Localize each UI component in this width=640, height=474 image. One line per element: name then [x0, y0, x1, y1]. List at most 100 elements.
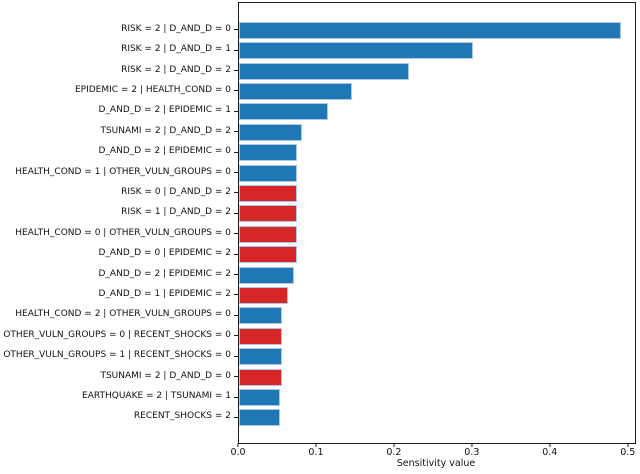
y-tick-label: HEALTH_COND = 2 | OTHER_VULN_GROUPS = 0: [15, 309, 231, 320]
x-tick-mark: [393, 443, 395, 447]
y-tick-label: RISK = 1 | D_AND_D = 2: [121, 207, 231, 218]
bar-row: [239, 20, 635, 40]
bar-row: [239, 306, 635, 326]
y-tick-label: TSUNAMI = 2 | D_AND_D = 0: [100, 370, 231, 381]
bar-row: [239, 163, 635, 183]
x-tick: 0.5: [620, 443, 635, 458]
y-tick-row: D_AND_D = 2 | EPIDEMIC = 0: [0, 141, 238, 161]
bar: [239, 348, 282, 366]
x-tick-mark: [549, 443, 551, 447]
bar-row: [239, 326, 635, 346]
y-tick-mark: [234, 192, 238, 194]
x-tick: 0.4: [542, 443, 557, 458]
y-tick-row: D_AND_D = 2 | EPIDEMIC = 2: [0, 264, 238, 284]
bar-row: [239, 204, 635, 224]
y-tick-row: OTHER_VULN_GROUPS = 0 | RECENT_SHOCKS = …: [0, 325, 238, 345]
y-tick-row: RISK = 1 | D_AND_D = 2: [0, 203, 238, 223]
bar: [239, 21, 621, 39]
x-tick: 0.0: [230, 443, 246, 458]
y-tick-row: D_AND_D = 0 | EPIDEMIC = 2: [0, 243, 238, 263]
x-tick-mark: [627, 443, 629, 447]
bar: [239, 62, 409, 80]
y-tick-row: RISK = 2 | D_AND_D = 2: [0, 60, 238, 80]
x-axis-ticks: 0.0 0.1 0.2 0.3 0.4 0.5: [230, 443, 635, 461]
y-tick-row: TSUNAMI = 2 | D_AND_D = 0: [0, 366, 238, 386]
y-tick-row: HEALTH_COND = 2 | OTHER_VULN_GROUPS = 0: [0, 305, 238, 325]
y-tick-label: EPIDEMIC = 2 | HEALTH_COND = 0: [74, 84, 231, 95]
y-tick-row: RECENT_SHOCKS = 2: [0, 407, 238, 427]
y-tick-row: EPIDEMIC = 2 | HEALTH_COND = 0: [0, 80, 238, 100]
y-tick-row: EARTHQUAKE = 2 | TSUNAMI = 1: [0, 386, 238, 406]
y-tick-label: D_AND_D = 2 | EPIDEMIC = 2: [98, 268, 232, 279]
y-tick-mark: [234, 314, 238, 316]
bar: [239, 164, 298, 182]
y-tick-label: D_AND_D = 2 | EPIDEMIC = 0: [98, 146, 232, 157]
x-tick-label: 0.3: [464, 447, 480, 458]
y-tick-mark: [234, 131, 238, 133]
y-tick-label: OTHER_VULN_GROUPS = 0 | RECENT_SHOCKS = …: [3, 329, 231, 340]
y-tick-label: D_AND_D = 0 | EPIDEMIC = 2: [98, 248, 232, 259]
y-tick-mark: [234, 29, 238, 31]
bar: [239, 307, 282, 325]
y-tick-label: D_AND_D = 2 | EPIDEMIC = 1: [98, 105, 232, 116]
x-tick-mark: [237, 443, 239, 447]
y-tick-mark: [234, 233, 238, 235]
y-tick-label: OTHER_VULN_GROUPS = 1 | RECENT_SHOCKS = …: [3, 350, 231, 361]
y-tick-mark: [234, 335, 238, 337]
bar: [239, 42, 473, 60]
x-tick: 0.2: [386, 443, 401, 458]
y-tick-row: RISK = 0 | D_AND_D = 2: [0, 182, 238, 202]
y-tick-row: RISK = 2 | D_AND_D = 0: [0, 19, 238, 39]
y-tick-label: RISK = 0 | D_AND_D = 2: [121, 186, 231, 197]
y-tick-row: OTHER_VULN_GROUPS = 1 | RECENT_SHOCKS = …: [0, 346, 238, 366]
x-tick-label: 0.4: [542, 447, 558, 458]
bar: [239, 205, 297, 223]
bar-row: [239, 183, 635, 203]
y-tick-mark: [234, 212, 238, 214]
y-tick-row: D_AND_D = 2 | EPIDEMIC = 1: [0, 101, 238, 121]
y-tick-mark: [234, 151, 238, 153]
bar-row: [239, 102, 635, 122]
y-tick-mark: [234, 355, 238, 357]
bar-row: [239, 347, 635, 367]
bar-row: [239, 387, 635, 407]
bar: [239, 144, 298, 162]
bar: [239, 266, 294, 284]
y-tick-label: TSUNAMI = 2 | D_AND_D = 2: [100, 125, 231, 136]
y-tick-row: TSUNAMI = 2 | D_AND_D = 2: [0, 121, 238, 141]
bar-row: [239, 40, 635, 60]
y-tick-row: HEALTH_COND = 0 | OTHER_VULN_GROUPS = 0: [0, 223, 238, 243]
bar: [239, 389, 281, 407]
bar-row: [239, 122, 635, 142]
y-tick-label: RISK = 2 | D_AND_D = 1: [121, 44, 231, 55]
bar: [239, 184, 297, 202]
bar: [239, 103, 328, 121]
y-tick-row: D_AND_D = 1 | EPIDEMIC = 2: [0, 284, 238, 304]
y-tick-mark: [234, 110, 238, 112]
y-tick-label: HEALTH_COND = 0 | OTHER_VULN_GROUPS = 0: [15, 227, 231, 238]
bar: [239, 286, 289, 304]
x-tick-mark: [315, 443, 317, 447]
y-tick-row: RISK = 2 | D_AND_D = 1: [0, 39, 238, 59]
bar-row: [239, 142, 635, 162]
x-axis-label: Sensitivity value: [396, 458, 476, 469]
bar-row: [239, 81, 635, 101]
x-tick-label: 0.1: [308, 447, 324, 458]
x-tick-label: 0.2: [386, 447, 402, 458]
bar-row: [239, 244, 635, 264]
bar: [239, 246, 298, 264]
y-tick-row: HEALTH_COND = 1 | OTHER_VULN_GROUPS = 0: [0, 162, 238, 182]
y-tick-mark: [234, 294, 238, 296]
y-tick-mark: [234, 49, 238, 51]
bar: [239, 123, 303, 141]
bar-row: [239, 285, 635, 305]
x-tick-mark: [471, 443, 473, 447]
bar-row: [239, 408, 635, 428]
y-tick-mark: [234, 90, 238, 92]
y-tick-mark: [234, 376, 238, 378]
y-tick-mark: [234, 396, 238, 398]
y-tick-mark: [234, 416, 238, 418]
x-tick-label: 0.5: [620, 447, 636, 458]
x-tick: 0.1: [308, 443, 323, 458]
y-axis-tick-labels: RISK = 2 | D_AND_D = 0 RISK = 2 | D_AND_D…: [0, 2, 238, 442]
